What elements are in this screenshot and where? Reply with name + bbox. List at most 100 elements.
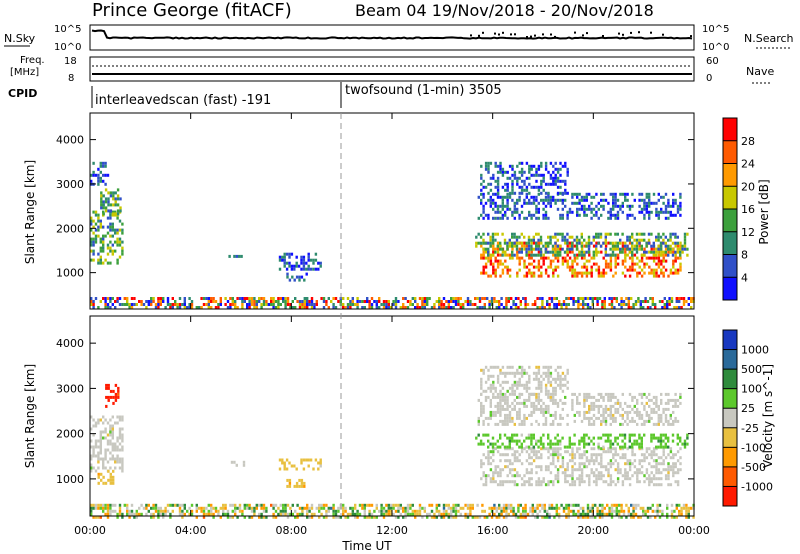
velocity-cell	[535, 465, 538, 469]
power-cell	[583, 271, 586, 275]
power-cell	[587, 247, 591, 251]
velocity-cell	[628, 445, 631, 449]
power-cell	[492, 244, 495, 248]
velocity-cell	[322, 506, 326, 510]
velocity-cell	[130, 509, 134, 513]
velocity-cell	[351, 512, 354, 516]
power-cell	[595, 241, 598, 245]
velocity-cell	[585, 456, 589, 460]
velocity-cell	[680, 512, 683, 516]
power-cell	[229, 297, 232, 300]
power-cell	[559, 232, 562, 236]
power-cell	[600, 198, 603, 202]
power-cell	[544, 161, 548, 165]
velocity-cell	[520, 392, 524, 396]
power-cell	[479, 235, 483, 239]
velocity-cell	[492, 410, 495, 414]
power-cell	[560, 303, 563, 306]
power-cell	[494, 247, 497, 251]
velocity-cell	[116, 454, 119, 458]
power-cell	[525, 185, 529, 189]
velocity-cell	[595, 456, 598, 460]
power-cell	[649, 297, 652, 300]
velocity-cell	[539, 439, 543, 443]
power-cell	[669, 244, 672, 248]
power-cell	[534, 300, 537, 303]
velocity-cell	[672, 468, 675, 472]
velocity-cell	[621, 456, 625, 460]
velocity-cell	[580, 456, 584, 460]
velocity-cell	[530, 413, 533, 417]
velocity-cell	[306, 509, 309, 513]
velocity-cell	[438, 509, 441, 513]
velocity-cell	[332, 503, 335, 507]
velocity-cell	[660, 401, 663, 405]
power-cell	[599, 235, 603, 239]
power-cell	[638, 232, 641, 236]
velocity-cell	[535, 377, 538, 381]
power-cell	[111, 243, 114, 247]
velocity-cell	[666, 515, 669, 519]
power-cell	[535, 207, 538, 211]
velocity-cell	[183, 512, 186, 516]
velocity-cell	[612, 413, 615, 417]
power-cell	[506, 244, 509, 248]
velocity-cell	[592, 401, 596, 405]
power-cell	[286, 272, 289, 276]
power-cell	[116, 188, 120, 192]
velocity-cell	[519, 512, 522, 516]
velocity-cell	[607, 433, 610, 437]
velocity-cell	[561, 407, 564, 411]
power-cell	[314, 258, 318, 262]
power-cell	[537, 185, 541, 189]
velocity-cell	[548, 512, 551, 516]
power-cell	[104, 234, 107, 238]
power-cell	[482, 179, 485, 183]
velocity-cell	[504, 422, 507, 426]
power-cell	[483, 303, 486, 306]
power-cell	[555, 297, 558, 300]
velocity-cell	[540, 453, 543, 457]
velocity-cell	[469, 503, 472, 507]
velocity-cell	[499, 480, 502, 484]
velocity-cell	[537, 480, 541, 484]
power-cell	[597, 268, 601, 272]
velocity-colorbar-tick-label: -500	[741, 461, 766, 474]
velocity-cell	[585, 474, 589, 478]
power-cell	[597, 207, 600, 211]
power-cell	[499, 167, 502, 171]
power-cell	[90, 219, 93, 223]
power-cell	[490, 300, 494, 303]
power-cell	[104, 200, 108, 204]
velocity-cell	[608, 512, 611, 516]
velocity-cell	[504, 395, 507, 399]
velocity-cell	[631, 442, 634, 446]
power-cell	[480, 173, 483, 177]
velocity-cell	[674, 404, 677, 408]
velocity-cell	[612, 404, 615, 408]
velocity-cell	[190, 503, 194, 507]
velocity-cell	[351, 509, 354, 513]
velocity-cell	[526, 512, 530, 516]
power-cell	[92, 258, 95, 262]
power-cell	[111, 249, 114, 253]
power-cell	[477, 241, 480, 245]
power-cell	[516, 210, 519, 214]
velocity-cell	[643, 422, 646, 426]
power-cell	[566, 213, 569, 217]
velocity-cell	[207, 503, 210, 507]
power-cell	[554, 247, 557, 251]
velocity-cell	[528, 462, 531, 466]
power-cell	[530, 201, 533, 205]
power-cell	[564, 198, 567, 202]
velocity-cell	[219, 515, 222, 519]
power-cell	[623, 244, 627, 248]
velocity-cell	[586, 503, 590, 507]
velocity-cell	[597, 442, 600, 446]
velocity-cell	[496, 395, 500, 399]
power-cell	[520, 179, 524, 183]
power-cell	[563, 238, 567, 242]
power-cell	[624, 253, 627, 257]
power-cell	[621, 250, 624, 254]
velocity-cell	[106, 509, 110, 513]
